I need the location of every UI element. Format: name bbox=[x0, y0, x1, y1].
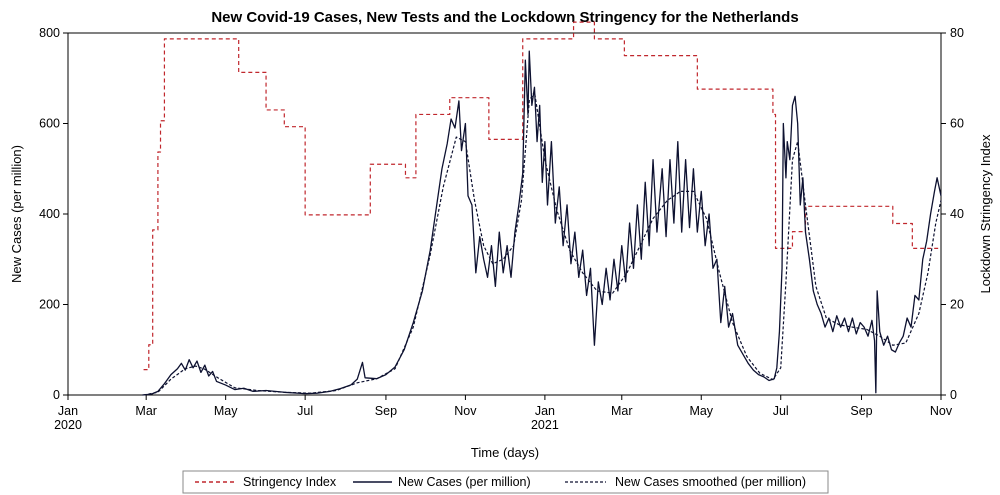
y-left-tick-label: 0 bbox=[53, 388, 60, 402]
x-tick-label: Nov bbox=[454, 404, 477, 418]
plot-frame bbox=[67, 32, 942, 396]
x-tick-label: Mar bbox=[611, 404, 633, 418]
y-right-tick-label: 60 bbox=[950, 117, 964, 131]
y-axis-left-label: New Cases (per million) bbox=[9, 145, 24, 283]
series-line-stringency-index bbox=[143, 21, 941, 371]
legend-label-new-cases-smoothed: New Cases smoothed (per million) bbox=[615, 475, 806, 489]
left-axis: 0 200 400 600 800 bbox=[39, 26, 68, 402]
x-tick-year-label: 2020 bbox=[54, 418, 82, 432]
x-tick-label: Jul bbox=[297, 404, 313, 418]
legend-label-new-cases: New Cases (per million) bbox=[398, 475, 531, 489]
y-axis-right-label: Lockdown Stringency Index bbox=[978, 134, 993, 293]
legend-label-stringency: Stringency Index bbox=[243, 475, 337, 489]
y-right-tick-label: 0 bbox=[950, 388, 957, 402]
x-tick-label: May bbox=[214, 404, 238, 418]
chart-title: New Covid-19 Cases, New Tests and the Lo… bbox=[211, 9, 798, 26]
x-tick-label: Jan bbox=[535, 404, 555, 418]
series-line-new-cases-per-million bbox=[142, 50, 942, 396]
x-tick-label: May bbox=[689, 404, 713, 418]
y-left-tick-label: 200 bbox=[39, 298, 60, 312]
x-tick-label: Sep bbox=[375, 404, 397, 418]
y-right-tick-label: 40 bbox=[950, 207, 964, 221]
x-axis-label: Time (days) bbox=[471, 445, 539, 460]
x-tick-label: Jul bbox=[773, 404, 789, 418]
legend-box bbox=[182, 470, 829, 494]
series-layer bbox=[142, 21, 942, 396]
x-tick-label: Mar bbox=[135, 404, 157, 418]
x-tick-label: Sep bbox=[850, 404, 872, 418]
x-tick-year-label: 2021 bbox=[531, 418, 559, 432]
y-right-tick-label: 80 bbox=[950, 26, 964, 40]
y-right-tick-label: 20 bbox=[950, 298, 964, 312]
x-tick-label: Jan bbox=[58, 404, 78, 418]
y-left-tick-label: 600 bbox=[39, 117, 60, 131]
right-axis: 0 20 40 60 80 bbox=[941, 26, 964, 402]
y-left-tick-label: 800 bbox=[39, 26, 60, 40]
legend: Stringency Index New Cases (per million)… bbox=[182, 470, 829, 494]
series-line-new-cases-smoothed-per-million bbox=[143, 91, 942, 396]
y-left-tick-label: 400 bbox=[39, 207, 60, 221]
x-tick-label: Nov bbox=[930, 404, 953, 418]
